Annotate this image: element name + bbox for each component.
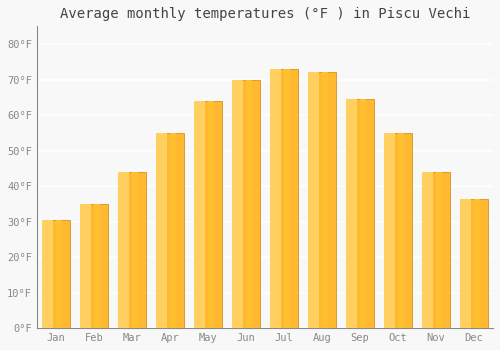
Bar — [460, 198, 471, 328]
Bar — [422, 172, 433, 328]
Bar — [118, 172, 129, 328]
Title: Average monthly temperatures (°F ) in Piscu Vechi: Average monthly temperatures (°F ) in Pi… — [60, 7, 470, 21]
Bar — [80, 204, 91, 328]
Bar — [460, 198, 488, 328]
Bar — [156, 133, 167, 328]
Bar — [194, 101, 222, 328]
Bar — [308, 72, 336, 328]
Bar — [360, 99, 366, 328]
Bar — [94, 204, 100, 328]
Bar — [346, 99, 357, 328]
Bar — [384, 133, 412, 328]
Bar — [284, 69, 290, 328]
Bar — [170, 133, 175, 328]
Bar — [398, 133, 404, 328]
Bar — [42, 220, 53, 328]
Bar — [132, 172, 138, 328]
Bar — [322, 72, 328, 328]
Bar — [232, 79, 260, 328]
Bar — [208, 101, 214, 328]
Bar — [346, 99, 374, 328]
Bar — [474, 198, 480, 328]
Bar — [270, 69, 298, 328]
Bar — [384, 133, 395, 328]
Bar — [118, 172, 146, 328]
Bar — [194, 101, 205, 328]
Bar — [422, 172, 450, 328]
Bar — [270, 69, 281, 328]
Bar — [56, 220, 62, 328]
Bar — [42, 220, 70, 328]
Bar — [246, 79, 252, 328]
Bar — [80, 204, 108, 328]
Bar — [232, 79, 243, 328]
Bar — [436, 172, 442, 328]
Bar — [156, 133, 184, 328]
Bar — [308, 72, 319, 328]
